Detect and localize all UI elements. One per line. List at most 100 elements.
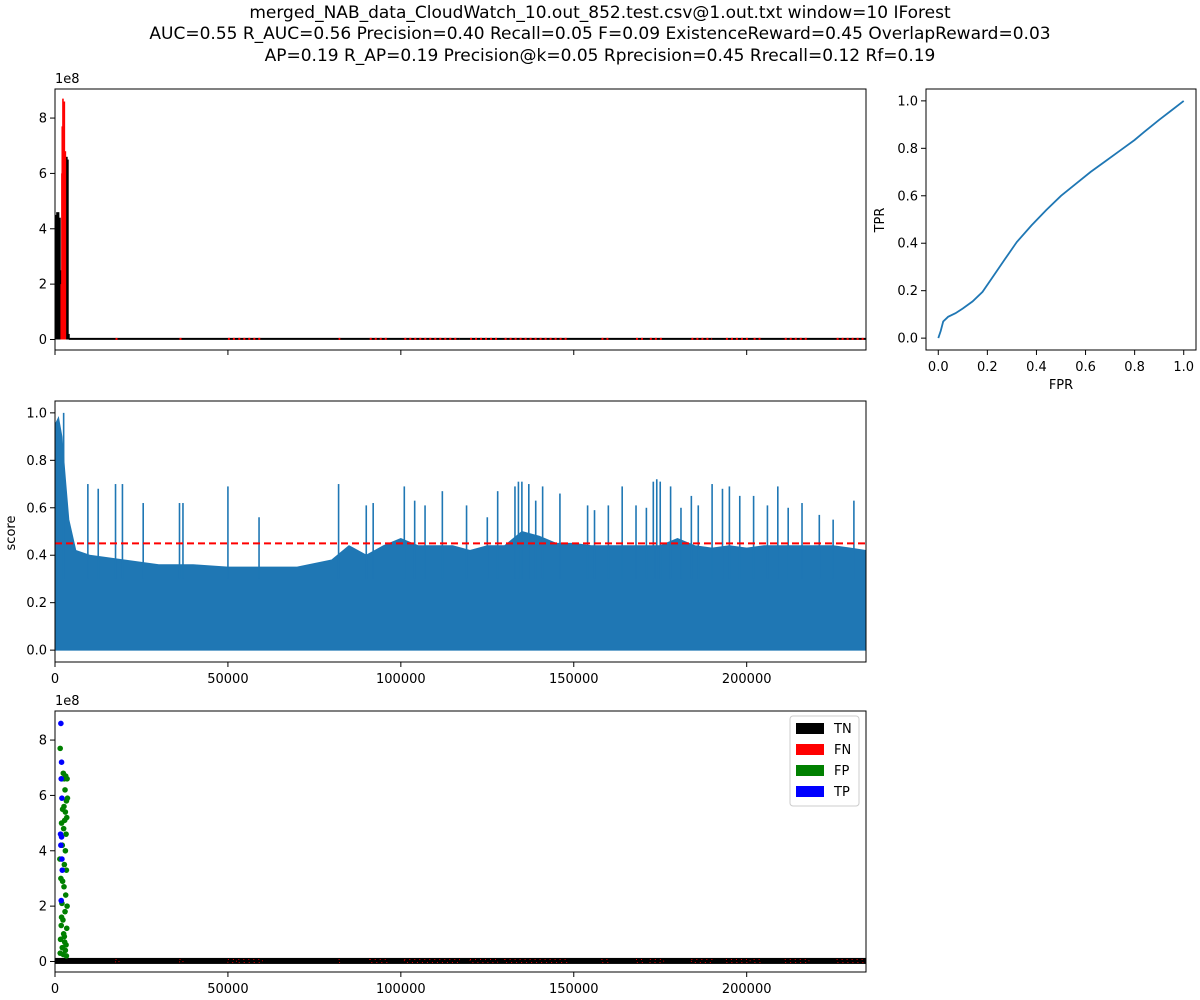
roc-x-label: FPR xyxy=(1049,378,1073,393)
fp-point xyxy=(58,914,65,920)
fp-point xyxy=(62,908,68,915)
fp-point xyxy=(63,831,69,837)
score-frame xyxy=(54,400,867,663)
score-xtick-label: 100000 xyxy=(376,672,426,687)
tp-point xyxy=(58,720,64,727)
timeseries-ytick-label: 8 xyxy=(39,112,47,127)
title-line-2: AUC=0.55 R_AUC=0.56 Precision=0.40 Recal… xyxy=(149,24,1050,44)
legend-swatch-tp xyxy=(796,786,824,797)
roc-frame xyxy=(925,88,1197,351)
score-ytick-label: 0.2 xyxy=(26,596,47,611)
title-line-1: merged_NAB_data_CloudWatch_10.out_852.te… xyxy=(249,3,951,23)
roc-xtick-label: 0.4 xyxy=(1026,360,1047,375)
score-ytick-label: 0.8 xyxy=(26,454,47,469)
timeseries-ytick-label: 0 xyxy=(39,333,47,348)
score-xtick-label: 50000 xyxy=(207,672,248,687)
score-xtick-label: 0 xyxy=(51,672,59,687)
score-axes: 0.0 0.2 0.4 0.6 0.8 1.0 0 50000 100000 150000 2000… xyxy=(4,400,867,687)
fp-point xyxy=(58,820,65,826)
roc-curve xyxy=(937,100,1185,339)
legend-swatch-tn xyxy=(796,723,824,734)
classification-legend: TN FN FP TP xyxy=(789,715,860,807)
tn-band xyxy=(55,957,866,964)
classification-ticks: 0 2 4 6 8 0 50000 100000 150000 200000 xyxy=(39,734,772,997)
legend-label-tn: TN xyxy=(833,722,852,737)
fn-range-marker xyxy=(784,959,810,963)
classification-ytick-label: 8 xyxy=(39,734,47,749)
fp-point xyxy=(62,847,69,854)
fp-point xyxy=(64,903,70,909)
timeseries-normal-bar xyxy=(58,270,62,340)
fn-range-marker xyxy=(227,959,237,963)
classification-ytick-label: 2 xyxy=(39,900,47,915)
score-plot-area xyxy=(55,412,866,651)
fp-point xyxy=(64,776,70,782)
legend-box xyxy=(789,715,860,807)
tp-point xyxy=(58,759,65,766)
score-xtick-label: 150000 xyxy=(549,672,599,687)
fp-point xyxy=(62,892,69,898)
fp-point xyxy=(63,814,70,821)
roc-xtick-label: 0.6 xyxy=(1075,360,1096,375)
roc-xtick-label: 0.0 xyxy=(928,360,949,375)
fp-point xyxy=(61,861,68,868)
timeseries-ytick-label: 4 xyxy=(39,222,47,237)
roc-ytick-label: 0.6 xyxy=(897,189,918,204)
roc-ytick-label: 0.8 xyxy=(897,142,918,157)
fn-range-marker xyxy=(649,959,665,963)
fp-point xyxy=(62,947,69,954)
fp-point xyxy=(63,953,70,959)
roc-xtick-label: 1.0 xyxy=(1173,360,1194,375)
roc-xtick-label: 0.2 xyxy=(977,360,998,375)
roc-xtick-label: 0.8 xyxy=(1124,360,1145,375)
timeseries-ytick-label: 2 xyxy=(39,278,47,293)
timeseries-normal-bar xyxy=(65,159,69,340)
tp-point xyxy=(59,795,65,801)
timeseries-ytick-label: 6 xyxy=(39,167,47,182)
fn-range-marker xyxy=(237,959,263,963)
timeseries-plot-area xyxy=(55,98,866,340)
fp-point xyxy=(64,795,71,801)
tp-point xyxy=(58,842,64,849)
roc-plot-area xyxy=(937,100,1185,339)
timeseries-normal-bar xyxy=(66,333,70,340)
legend-swatch-fn xyxy=(796,744,824,755)
legend-label-fn: FN xyxy=(834,743,851,758)
timeseries-offset-label: 1e8 xyxy=(55,72,80,87)
classification-xtick-label: 0 xyxy=(51,982,59,997)
fp-point xyxy=(59,878,66,885)
tp-point xyxy=(58,776,65,782)
classification-xtick-label: 50000 xyxy=(207,982,248,997)
roc-y-label: TPR xyxy=(873,208,888,234)
timeseries-normal-bar xyxy=(67,338,71,340)
fp-point xyxy=(63,925,70,932)
timeseries-frame xyxy=(54,88,867,351)
classification-xtick-label: 200000 xyxy=(722,982,772,997)
fp-point xyxy=(61,933,68,940)
roc-ytick-label: 1.0 xyxy=(897,94,918,109)
roc-ytick-label: 0.0 xyxy=(897,332,918,347)
legend-swatch-fp xyxy=(796,765,824,776)
score-y-label: score xyxy=(4,516,19,551)
fn-range-marker xyxy=(725,959,751,963)
tp-point xyxy=(58,834,65,840)
score-ytick-label: 0.0 xyxy=(26,644,47,659)
classification-xtick-label: 100000 xyxy=(376,982,426,997)
fp-point xyxy=(62,787,68,793)
fn-range-marker xyxy=(338,959,341,963)
fp-point xyxy=(57,745,63,752)
title-line-3: AP=0.19 R_AP=0.19 Precision@k=0.05 Rprec… xyxy=(265,46,936,66)
timeseries-ticks: 0 2 4 6 8 xyxy=(39,112,748,355)
roc-ytick-label: 0.4 xyxy=(897,237,918,252)
tp-point xyxy=(59,856,65,862)
fp-point xyxy=(63,867,70,873)
fp-point xyxy=(58,922,65,929)
timeseries-axes: 0 2 4 6 8 1e8 xyxy=(39,72,867,355)
score-ytick-label: 1.0 xyxy=(26,406,47,421)
legend-label-tp: TP xyxy=(833,785,850,800)
tp-point xyxy=(58,897,65,904)
classification-plot-area xyxy=(55,720,866,964)
tp-point xyxy=(59,867,66,873)
classification-frame xyxy=(54,710,867,973)
